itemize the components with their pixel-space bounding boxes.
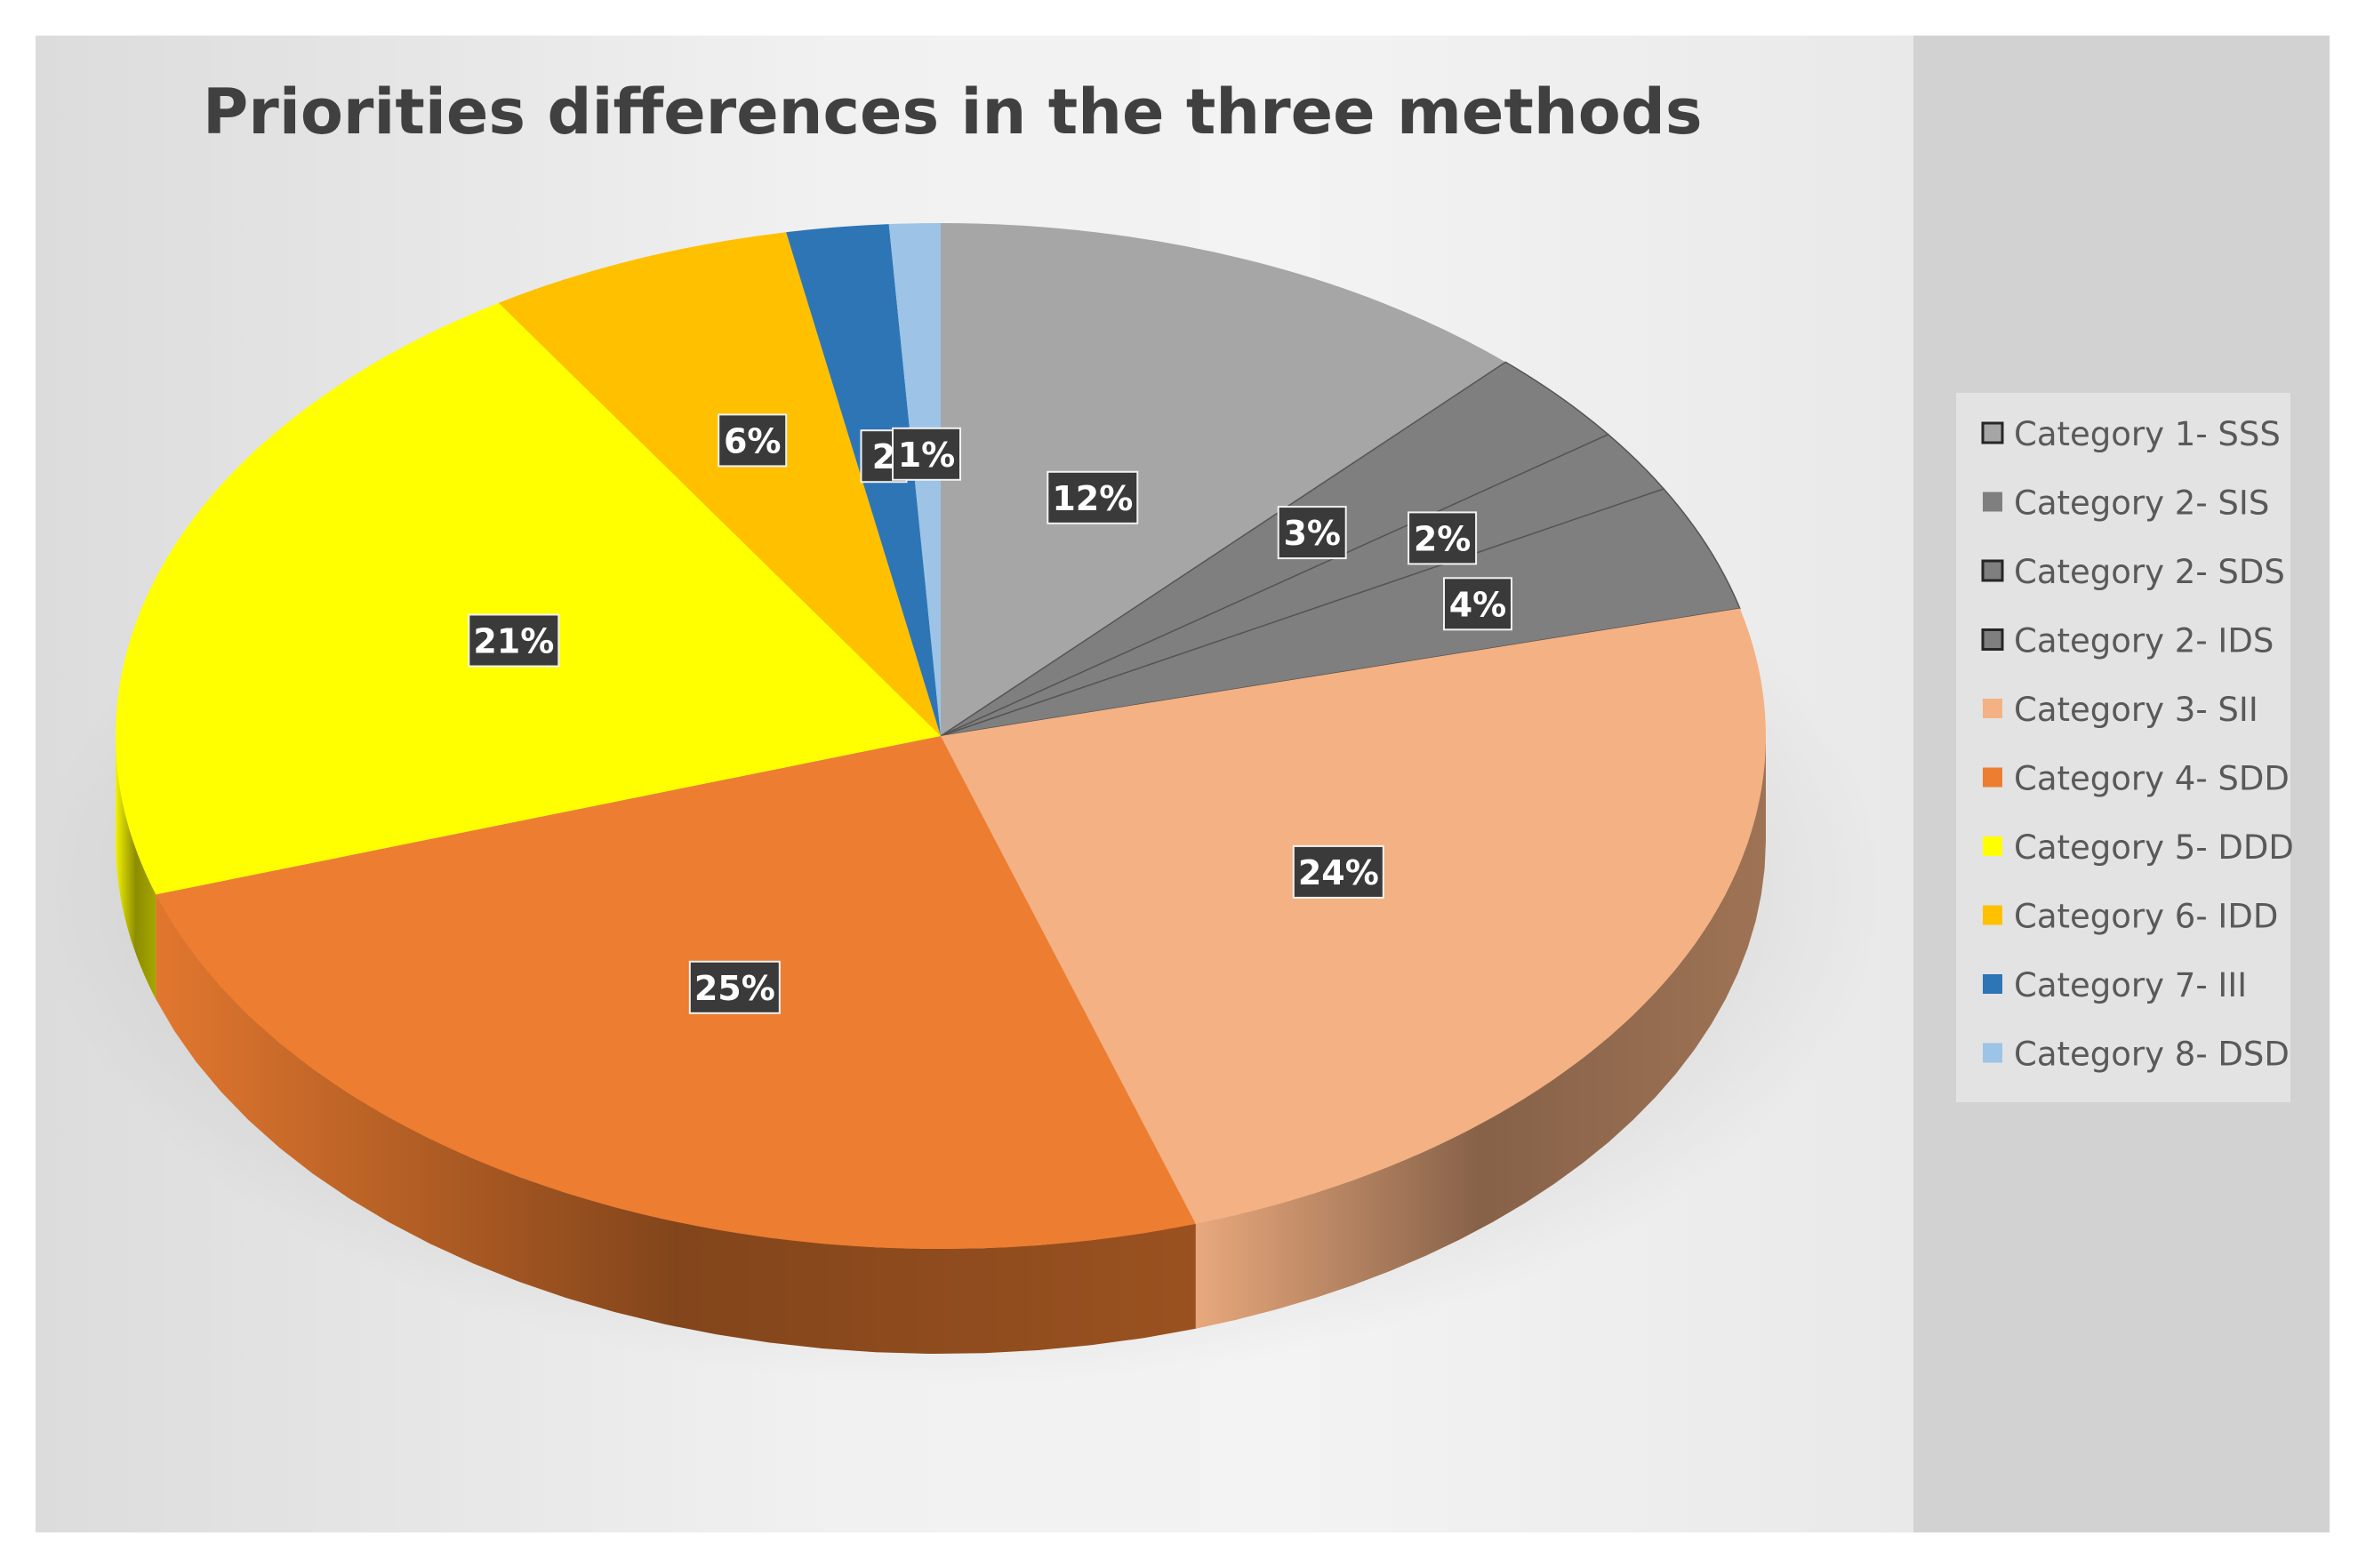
legend-label: Category 6- IDD xyxy=(2014,898,2278,936)
data-label-box xyxy=(1408,511,1478,565)
pie-rim-shade-category-4-sdd xyxy=(156,894,1196,1354)
pie-rim xyxy=(116,736,1766,1354)
data-label-category-2-sds: 2% xyxy=(1408,511,1478,565)
data-label-category-2-sis: 3% xyxy=(1277,506,1347,560)
legend-swatch xyxy=(1983,767,2002,788)
legend-swatch xyxy=(1983,905,2002,925)
legend-label: Category 4- SDD xyxy=(2014,760,2290,798)
legend-label: Category 8- DSD xyxy=(2014,1036,2290,1074)
legend-label: Category 2- IDS xyxy=(2014,622,2274,660)
legend-swatch xyxy=(1981,628,2004,651)
legend-label: Category 5- DDD xyxy=(2014,828,2294,867)
pie-slice-category-2-ids[interactable] xyxy=(940,488,1741,737)
legend-item-category-2-sds[interactable]: Category 2- SDS xyxy=(1981,553,2285,591)
legend-items: Category 1- SSS Category 2- SIS Category 2… xyxy=(1981,415,2294,1074)
legend-swatch xyxy=(1983,492,2002,512)
legend-label: Category 3- SII xyxy=(2014,691,2258,729)
data-label-category-5-ddd: 21% xyxy=(468,613,560,668)
data-label-category-4-sdd: 25% xyxy=(688,960,781,1014)
data-label-category-6-idd: 6% xyxy=(718,413,788,468)
data-label-text: 25% xyxy=(694,969,775,1008)
legend-item-category-8-dsd[interactable]: Category 8- DSD xyxy=(1983,1036,2290,1074)
legend-swatch xyxy=(1981,421,2004,444)
pie-slice-category-6-idd[interactable] xyxy=(498,232,941,736)
legend-item-category-2-ids[interactable]: Category 2- IDS xyxy=(1981,622,2274,660)
legend-swatch xyxy=(1983,974,2002,994)
data-label-category-3-sii: 24% xyxy=(1292,844,1384,899)
pie-slice-category-1-sss[interactable] xyxy=(941,222,1506,736)
data-label-box xyxy=(688,960,781,1014)
data-labels: 12% 3% 2% 4% 24% 25% 21% 6% 2 1% xyxy=(468,413,1512,1014)
data-label-box xyxy=(1292,844,1384,899)
legend-item-category-1-sss[interactable]: Category 1- SSS xyxy=(1981,415,2281,453)
legend-item-category-5-ddd[interactable]: Category 5- DDD xyxy=(1983,828,2294,867)
data-label-box xyxy=(1047,470,1139,524)
pie-rim-shade-category-5-ddd xyxy=(116,736,156,1000)
data-label-box xyxy=(718,413,788,468)
data-label-text: 6% xyxy=(724,421,782,460)
data-label-text: 2% xyxy=(1414,519,1472,558)
data-label-box xyxy=(1277,506,1347,560)
legend-swatch xyxy=(1983,699,2002,718)
legend-swatch xyxy=(1983,836,2002,856)
data-label-category-8-dsd: 1% xyxy=(892,427,961,481)
data-label-text: 12% xyxy=(1052,479,1133,518)
legend-label: Category 1- SSS xyxy=(2014,415,2281,453)
data-label-text: 1% xyxy=(898,436,956,475)
legend-swatch xyxy=(1981,559,2004,582)
legend-item-category-7-iii[interactable]: Category 7- III xyxy=(1983,966,2247,1004)
legend-item-category-4-sdd[interactable]: Category 4- SDD xyxy=(1983,760,2290,798)
legend-label: Category 2- SIS xyxy=(2014,484,2269,523)
legend-label: Category 2- SDS xyxy=(2014,553,2285,591)
pie-slice-category-4-sdd[interactable] xyxy=(156,736,1196,1250)
legend-item-category-6-idd[interactable]: Category 6- IDD xyxy=(1983,898,2278,936)
legend-item-category-2-sis[interactable]: Category 2- SIS xyxy=(1983,484,2269,523)
legend: Category 1- SSS Category 2- SIS Category 2… xyxy=(1956,393,2294,1102)
data-label-text: 21% xyxy=(473,622,554,661)
legend-label: Category 7- III xyxy=(2014,966,2247,1004)
data-label-category-2-ids: 4% xyxy=(1443,577,1512,631)
pie-chart: 12% 3% 2% 4% 24% 25% 21% 6% 2 1% Priorities diffe… xyxy=(36,36,2330,1532)
chart-title: Priorities differences in the three meth… xyxy=(203,76,1703,148)
pie-slice-category-5-ddd[interactable] xyxy=(115,302,942,895)
data-label-box xyxy=(468,613,560,668)
pie-rim-shade-category-3-sii xyxy=(1195,736,1766,1329)
legend-item-category-3-sii[interactable]: Category 3- SII xyxy=(1983,691,2258,729)
data-label-box xyxy=(892,427,961,481)
pie-slice-category-3-sii[interactable] xyxy=(941,608,1766,1224)
pie-slices xyxy=(115,222,1766,1250)
data-label-box xyxy=(1443,577,1512,631)
data-label-text: 3% xyxy=(1283,514,1341,553)
data-label-text: 24% xyxy=(1298,853,1379,892)
data-label-category-1-sss: 12% xyxy=(1047,470,1139,524)
chart-area: 12% 3% 2% 4% 24% 25% 21% 6% 2 1% Priorities diffe… xyxy=(36,36,2330,1532)
legend-box xyxy=(1956,393,2290,1102)
data-label-text: 4% xyxy=(1449,585,1507,624)
data-label-text: 2 xyxy=(872,437,895,476)
legend-swatch xyxy=(1983,1043,2002,1063)
